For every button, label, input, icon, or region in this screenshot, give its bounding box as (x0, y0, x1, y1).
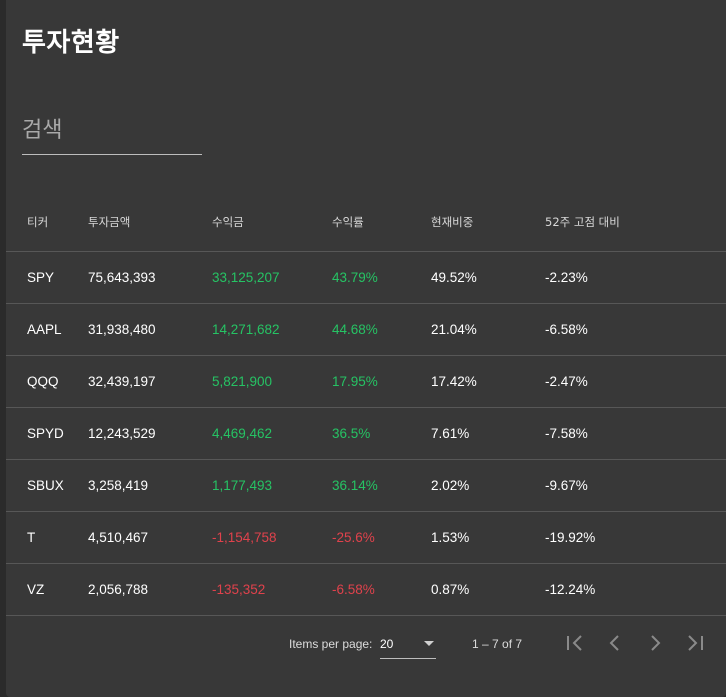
page-size-select[interactable]: 20 (380, 628, 436, 659)
cell-amount: 3,258,419 (88, 459, 212, 512)
cell-ticker: QQQ (6, 355, 88, 408)
cell-ticker: SBUX (6, 459, 88, 512)
chevron-left-icon[interactable] (603, 630, 627, 656)
items-per-page-label: Items per page: (289, 637, 373, 651)
cell-weight: 7.61% (431, 407, 545, 460)
cell-rate: 43.79% (332, 251, 431, 304)
chevron-right-icon[interactable] (643, 630, 667, 656)
search-field[interactable] (22, 112, 202, 155)
cell-amount: 2,056,788 (88, 563, 212, 616)
cell-ticker: SPY (6, 251, 88, 304)
cell-from-high: -6.58% (545, 303, 726, 356)
cell-profit: 5,821,900 (212, 355, 332, 408)
cell-from-high: -9.67% (545, 459, 726, 512)
cell-weight: 49.52% (431, 251, 545, 304)
holdings-table: 티커 투자금액 수익금 수익률 현재비중 52주 고점 대비 SPY 75,643… (6, 192, 726, 616)
cell-amount: 31,938,480 (88, 303, 212, 356)
table-row[interactable]: T 4,510,467 -1,154,758 -25.6% 1.53% -19.92% (6, 511, 726, 564)
cell-from-high: -2.23% (545, 251, 726, 304)
cell-profit: 1,177,493 (212, 459, 332, 512)
cell-weight: 1.53% (431, 511, 545, 564)
cell-from-high: -2.47% (545, 355, 726, 408)
cell-rate: 36.5% (332, 407, 431, 460)
cell-rate: 44.68% (332, 303, 431, 356)
cell-ticker: VZ (6, 563, 88, 616)
dropdown-arrow-icon (424, 641, 434, 646)
cell-weight: 21.04% (431, 303, 545, 356)
header-weight[interactable]: 현재비중 (431, 192, 545, 252)
cell-rate: 36.14% (332, 459, 431, 512)
cell-profit: -135,352 (212, 563, 332, 616)
cell-weight: 17.42% (431, 355, 545, 408)
header-ticker[interactable]: 티커 (6, 192, 88, 252)
header-amount[interactable]: 투자금액 (88, 192, 212, 252)
cell-rate: -25.6% (332, 511, 431, 564)
cell-rate: 17.95% (332, 355, 431, 408)
table-row[interactable]: VZ 2,056,788 -135,352 -6.58% 0.87% -12.24% (6, 563, 726, 616)
cell-rate: -6.58% (332, 563, 431, 616)
search-input[interactable] (22, 112, 202, 148)
cell-from-high: -19.92% (545, 511, 726, 564)
cell-from-high: -12.24% (545, 563, 726, 616)
cell-weight: 0.87% (431, 563, 545, 616)
cell-amount: 75,643,393 (88, 251, 212, 304)
cell-weight: 2.02% (431, 459, 545, 512)
cell-amount: 32,439,197 (88, 355, 212, 408)
first-page-icon[interactable] (563, 630, 587, 656)
cell-from-high: -7.58% (545, 407, 726, 460)
range-label: 1 – 7 of 7 (472, 637, 523, 651)
cell-amount: 4,510,467 (88, 511, 212, 564)
cell-profit: 4,469,462 (212, 407, 332, 460)
header-profit[interactable]: 수익금 (212, 192, 332, 252)
cell-profit: -1,154,758 (212, 511, 332, 564)
cell-profit: 33,125,207 (212, 251, 332, 304)
cell-ticker: SPYD (6, 407, 88, 460)
header-rate[interactable]: 수익률 (332, 192, 431, 252)
table-row[interactable]: SPYD 12,243,529 4,469,462 36.5% 7.61% -7.58% (6, 407, 726, 460)
cell-ticker: T (6, 511, 88, 564)
page-size-value: 20 (380, 637, 394, 651)
paginator: Items per page: 20 1 – 7 of 7 (6, 616, 726, 672)
table-row[interactable]: SPY 75,643,393 33,125,207 43.79% 49.52% -2.23… (6, 251, 726, 304)
header-from-high[interactable]: 52주 고점 대비 (545, 192, 726, 252)
cell-amount: 12,243,529 (88, 407, 212, 460)
table-row[interactable]: QQQ 32,439,197 5,821,900 17.95% 17.42% -2.47% (6, 355, 726, 408)
table-row[interactable]: AAPL 31,938,480 14,271,682 44.68% 21.04% -6.5… (6, 303, 726, 356)
cell-profit: 14,271,682 (212, 303, 332, 356)
last-page-icon[interactable] (683, 630, 707, 656)
cell-ticker: AAPL (6, 303, 88, 356)
table-row[interactable]: SBUX 3,258,419 1,177,493 36.14% 2.02% -9.67% (6, 459, 726, 512)
table-header-row: 티커 투자금액 수익금 수익률 현재비중 52주 고점 대비 (6, 192, 726, 252)
page-title: 투자현황 (22, 28, 120, 58)
